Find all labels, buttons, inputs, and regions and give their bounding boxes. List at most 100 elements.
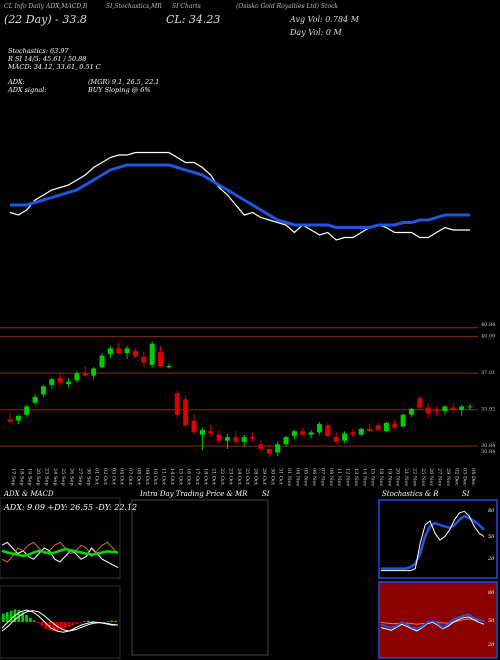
candle-body: [350, 432, 356, 435]
date-label: 31 Oct: [278, 468, 284, 485]
date-label: 01 Oct: [94, 468, 100, 485]
date-label: 03 Oct: [110, 468, 116, 485]
stochastics-readout: Stochastics: 63.97: [8, 47, 69, 55]
price-level-label: 40.84: [481, 322, 495, 328]
candle-body: [467, 406, 473, 408]
stochastics-d-line: [381, 510, 485, 572]
date-label: 27 Nov: [437, 468, 443, 486]
macd-bar: [5, 612, 9, 622]
price-level-label: 40.09: [481, 334, 495, 340]
candle-body: [24, 406, 30, 415]
candle-body: [308, 432, 314, 435]
macd-bar: [71, 622, 75, 626]
header-label-2: SI,Stochastics,MR: [106, 3, 162, 10]
candles: [7, 341, 473, 458]
price-level-label: 30.84: [481, 449, 495, 455]
candle-body: [358, 428, 364, 435]
close-price: CL: 34.23: [166, 13, 221, 26]
candle-body: [316, 424, 322, 433]
macd-bar: [52, 622, 55, 632]
macd-bar: [63, 622, 67, 629]
date-label: 18 Sep: [18, 468, 24, 486]
date-label: 26 Sep: [69, 468, 75, 486]
date-label: 04 Dec: [470, 468, 476, 486]
macd-bar: [83, 621, 86, 622]
candle-body: [400, 414, 406, 427]
date-label: 22 Oct: [219, 468, 225, 485]
date-label: 09 Oct: [144, 468, 150, 485]
date-axis: 17 Sep 18 Sep 19 Sep 20 Sep 23 Sep 24 Sep 25 S…: [10, 468, 476, 486]
rsi-tick-80: 80: [488, 590, 495, 596]
stoch-tick-50: 50: [488, 534, 495, 540]
macd-bar: [79, 622, 83, 623]
candle-body: [40, 386, 46, 395]
candle-body: [183, 399, 189, 426]
date-label: 12 Nov: [345, 468, 351, 486]
macd-bar: [110, 620, 113, 622]
stoch-tick-80: 80: [488, 508, 495, 514]
candle-body: [342, 433, 348, 441]
date-label: 06 Nov: [311, 468, 317, 486]
macd-bar: [114, 620, 117, 622]
macd-bar: [75, 622, 79, 625]
date-label: 15 Nov: [370, 468, 376, 486]
macd-bar: [25, 615, 28, 622]
date-label: 10 Oct: [152, 468, 158, 485]
rsi-readout: R SI 14/5: 45.61 / 50.88: [8, 55, 87, 63]
price-line: [9, 151, 470, 241]
candle-body: [283, 437, 289, 445]
date-label: 20 Sep: [35, 468, 41, 486]
candle-body: [216, 434, 222, 441]
candle-body: [325, 425, 331, 436]
candle-body: [149, 343, 155, 365]
moving-average-line: [10, 163, 470, 229]
candle-body: [57, 377, 63, 383]
date-label: 02 Oct: [102, 468, 108, 485]
candle-body: [199, 430, 205, 435]
candle-body: [367, 428, 373, 432]
adx-signal-value: BUY Sloping @ 6%: [88, 86, 151, 94]
date-label: 20 Nov: [395, 468, 401, 486]
date-label: 17 Oct: [194, 468, 200, 485]
candle-body: [82, 373, 88, 376]
macd-bar: [94, 622, 98, 623]
date-label: 08 Nov: [328, 468, 334, 486]
date-label: 04 Nov: [294, 468, 300, 486]
date-label: 25 Sep: [60, 468, 66, 486]
date-label: 19 Sep: [27, 468, 33, 486]
candle-body: [241, 437, 247, 442]
adx-minus-line: [1, 541, 119, 563]
date-label: 25 Oct: [244, 468, 250, 485]
date-label: 29 Nov: [445, 468, 451, 486]
date-label: 27 Sep: [77, 468, 83, 486]
macd-panel: [0, 585, 121, 659]
avg-volume: Avg Vol: 0.784 M: [290, 15, 359, 24]
candle-body: [233, 437, 239, 442]
date-label: 13 Nov: [353, 468, 359, 486]
adx-values: (MGR) 9.1, 26.5, 22.1: [88, 78, 160, 86]
candle-body: [266, 448, 272, 454]
adx-line: [1, 547, 119, 558]
date-label: 29 Oct: [261, 468, 267, 485]
candle-body: [425, 407, 431, 414]
rsi-lines: [380, 613, 485, 632]
date-label: 15 Oct: [177, 468, 183, 485]
date-label: 24 Oct: [236, 468, 242, 485]
macd-bar: [40, 622, 44, 627]
date-label: 07 Oct: [127, 468, 133, 485]
candle-body: [250, 437, 256, 439]
date-label: 18 Oct: [202, 468, 208, 485]
macd-lines: [1, 609, 119, 633]
adx-plus-line: [1, 541, 119, 569]
header-label-3: SI Charts: [172, 3, 201, 10]
rsi-panel: [378, 581, 498, 659]
candle-body: [74, 373, 80, 381]
candle-body: [258, 444, 264, 449]
date-label: 19 Nov: [386, 468, 392, 486]
date-label: 26 Nov: [428, 468, 434, 486]
candle-body: [107, 348, 113, 355]
macd-bar: [67, 622, 71, 627]
header-label-1: CL Info Daily ADX,MACD,B: [4, 3, 88, 10]
